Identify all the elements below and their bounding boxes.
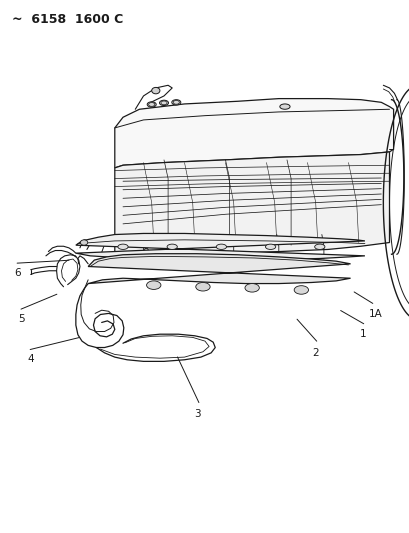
Polygon shape <box>115 99 393 168</box>
Ellipse shape <box>146 281 160 289</box>
Text: 5: 5 <box>18 314 25 325</box>
Ellipse shape <box>244 284 258 292</box>
Ellipse shape <box>159 100 168 106</box>
Ellipse shape <box>171 100 180 105</box>
Text: 1A: 1A <box>368 309 382 319</box>
Text: 4: 4 <box>27 354 34 365</box>
Text: 2: 2 <box>312 348 318 358</box>
Text: ~  6158  1600 C: ~ 6158 1600 C <box>12 13 123 26</box>
Ellipse shape <box>118 244 128 249</box>
Text: 6: 6 <box>14 268 20 278</box>
Ellipse shape <box>167 244 177 249</box>
Text: 3: 3 <box>193 409 200 419</box>
Polygon shape <box>76 233 364 260</box>
Ellipse shape <box>80 240 88 245</box>
Ellipse shape <box>294 286 308 294</box>
Ellipse shape <box>314 244 324 249</box>
Text: 1: 1 <box>359 329 366 340</box>
Ellipse shape <box>147 102 156 107</box>
Ellipse shape <box>216 244 226 249</box>
Ellipse shape <box>279 104 289 109</box>
Ellipse shape <box>151 87 160 94</box>
Ellipse shape <box>196 282 210 291</box>
Text: 8: 8 <box>142 245 149 255</box>
Polygon shape <box>88 254 350 284</box>
Polygon shape <box>115 152 389 257</box>
Text: 7: 7 <box>98 245 104 255</box>
Ellipse shape <box>265 244 275 249</box>
